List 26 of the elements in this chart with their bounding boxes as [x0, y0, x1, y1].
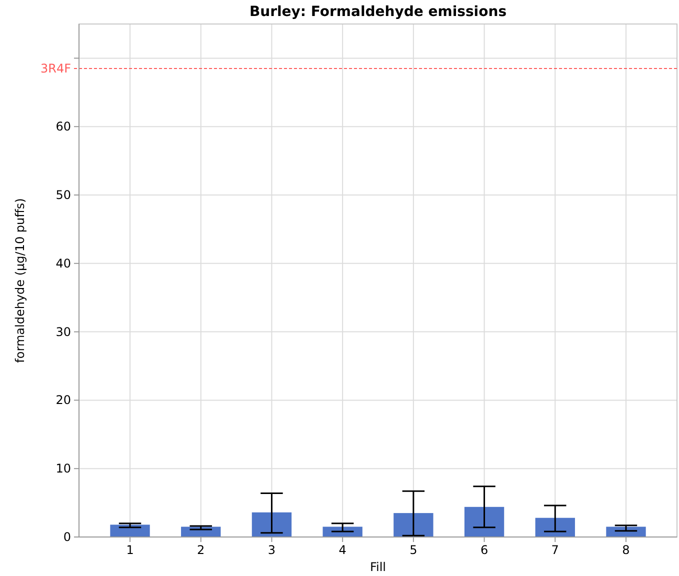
bar — [322, 526, 362, 537]
y-tick-label: 20 — [56, 393, 71, 408]
x-tick-label: 6 — [480, 543, 488, 557]
y-tick-label: 30 — [56, 324, 71, 339]
bar — [252, 512, 292, 537]
y-tick-label: 50 — [56, 188, 71, 202]
x-tick-label: 8 — [622, 543, 630, 557]
y-tick-label: 60 — [56, 120, 71, 134]
y-tick-label: 10 — [56, 462, 71, 476]
y-tick-label: 40 — [56, 256, 71, 270]
bar — [464, 506, 504, 537]
x-tick-label: 2 — [197, 543, 205, 557]
bar — [110, 524, 150, 537]
bar — [606, 526, 646, 537]
chart-title: Burley: Formaldehyde emissions — [249, 4, 507, 20]
y-axis-title: formaldehyde (µg/10 puffs) — [13, 198, 27, 363]
x-tick-label: 5 — [410, 543, 418, 557]
x-tick-label: 4 — [338, 543, 346, 557]
ref-line-label: 3R4F — [40, 61, 72, 76]
x-tick-label: 3 — [268, 543, 276, 557]
bar — [394, 513, 434, 537]
x-tick-label: 1 — [126, 543, 134, 557]
x-tick-label: 7 — [551, 543, 559, 557]
bar — [535, 518, 575, 537]
y-tick-label: 0 — [63, 530, 71, 544]
x-axis-title: Fill — [370, 560, 386, 574]
